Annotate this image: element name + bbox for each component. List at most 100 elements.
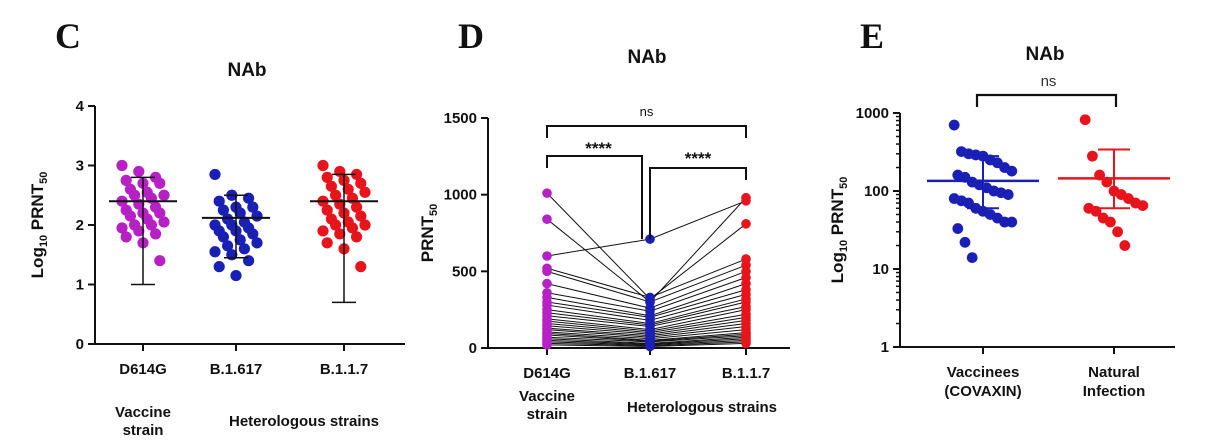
- data-point: [150, 228, 162, 240]
- significance-bracket: [546, 125, 747, 138]
- data-point: [222, 240, 234, 252]
- data-point: [346, 222, 358, 234]
- data-point: [330, 219, 342, 231]
- panel-d-title: NAb: [627, 47, 666, 68]
- data-point: [741, 196, 751, 206]
- significance-label: ns: [1041, 73, 1057, 90]
- data-point: [355, 261, 367, 273]
- x-tick-label-line: (COVAXIN): [944, 383, 1021, 400]
- data-point: [1119, 240, 1131, 251]
- x-tick-label: B.1.617: [210, 361, 263, 378]
- data-point: [325, 180, 337, 192]
- data-point: [317, 225, 329, 237]
- data-point: [355, 210, 367, 222]
- panel-e: E NAb Log10 PRNT50 1 10 100 1000 Vaccinees (C…: [828, 16, 1175, 400]
- data-point: [154, 207, 166, 219]
- data-point: [645, 341, 655, 352]
- data-point: [154, 255, 166, 267]
- y-tick-label: 1: [76, 277, 84, 294]
- x-tick-label: D614G: [119, 361, 167, 378]
- panel-label-d: D: [458, 16, 484, 56]
- data-point: [952, 223, 964, 234]
- significance-bracket: [649, 167, 747, 240]
- data-point: [120, 174, 132, 186]
- data-point: [1137, 200, 1149, 211]
- data-point: [217, 231, 229, 243]
- data-point: [230, 269, 242, 282]
- data-point: [116, 222, 128, 234]
- y-tick-label: 1: [881, 339, 889, 356]
- data-point: [948, 119, 960, 131]
- y-tick-label: 500: [452, 263, 477, 280]
- panel-c-group-label-heterologous: Heterologous strains: [229, 413, 379, 430]
- data-point: [542, 340, 552, 350]
- data-point: [741, 219, 751, 229]
- significance-label: ****: [685, 149, 712, 168]
- data-point: [359, 186, 371, 198]
- data-point: [959, 236, 971, 248]
- data-point: [251, 237, 263, 249]
- y-tick-label: 3: [76, 158, 84, 175]
- data-point: [741, 338, 751, 349]
- x-tick-label: Vaccinees (COVAXIN): [944, 364, 1021, 400]
- y-tick-label: 0: [76, 336, 84, 353]
- y-tick-label: 4: [76, 98, 85, 115]
- significance-bracket: [546, 155, 643, 240]
- panel-c-y-axis-label: Log10 PRNT50: [28, 172, 50, 279]
- panel-d-group-label-heterologous: Heterologous strains: [627, 399, 777, 416]
- x-tick-label: B.1.1.7: [320, 361, 368, 378]
- panel-e-y-axis-label: Log10 PRNT50: [828, 177, 850, 284]
- data-point: [542, 188, 552, 198]
- y-tick-label: 2: [76, 217, 84, 234]
- data-point: [158, 216, 170, 228]
- significance-label: ****: [585, 139, 612, 158]
- data-point: [243, 255, 255, 267]
- y-tick-label: 100: [864, 183, 889, 200]
- x-tick-label: D614G: [523, 365, 571, 382]
- data-point: [120, 231, 132, 243]
- data-point: [1112, 226, 1123, 238]
- data-point: [251, 210, 263, 222]
- data-point: [209, 246, 221, 258]
- x-tick-label: Natural Infection: [1083, 364, 1146, 400]
- data-point: [334, 228, 346, 240]
- panel-c-title: NAb: [227, 60, 266, 81]
- data-point: [133, 225, 145, 237]
- x-tick-label-line: Infection: [1083, 383, 1146, 400]
- data-point: [351, 201, 363, 213]
- y-tick-label: 1000: [856, 105, 889, 122]
- x-tick-label: B.1.1.7: [722, 365, 770, 382]
- data-point: [124, 210, 136, 222]
- data-point: [129, 189, 141, 201]
- data-point: [542, 251, 552, 261]
- data-point: [213, 261, 225, 273]
- data-point: [342, 183, 354, 195]
- panel-c-group-label-strain: strain: [123, 422, 164, 439]
- data-point: [355, 177, 367, 189]
- data-point: [542, 266, 552, 277]
- data-point: [351, 231, 363, 243]
- data-point: [1105, 216, 1116, 228]
- data-point: [1006, 216, 1018, 228]
- panel-label-c: C: [55, 16, 81, 56]
- x-tick-label-line: Vaccinees: [947, 364, 1020, 381]
- data-point: [238, 243, 250, 255]
- data-point: [209, 168, 221, 181]
- data-point: [321, 171, 333, 183]
- panel-d-group-label-vaccine: Vaccine: [519, 388, 575, 405]
- panel-d-group-label-strain: strain: [527, 406, 568, 423]
- data-point: [145, 219, 157, 231]
- data-point: [321, 237, 333, 249]
- y-tick-label: 1500: [444, 110, 477, 127]
- data-point: [317, 159, 329, 172]
- data-point: [247, 201, 259, 213]
- data-point: [133, 165, 145, 178]
- data-point: [351, 168, 363, 181]
- data-point: [234, 234, 246, 246]
- y-tick-label: 0: [469, 340, 477, 357]
- data-point: [116, 159, 128, 172]
- data-point: [1079, 114, 1091, 126]
- panel-e-title: NAb: [1025, 44, 1064, 65]
- data-point: [247, 228, 259, 240]
